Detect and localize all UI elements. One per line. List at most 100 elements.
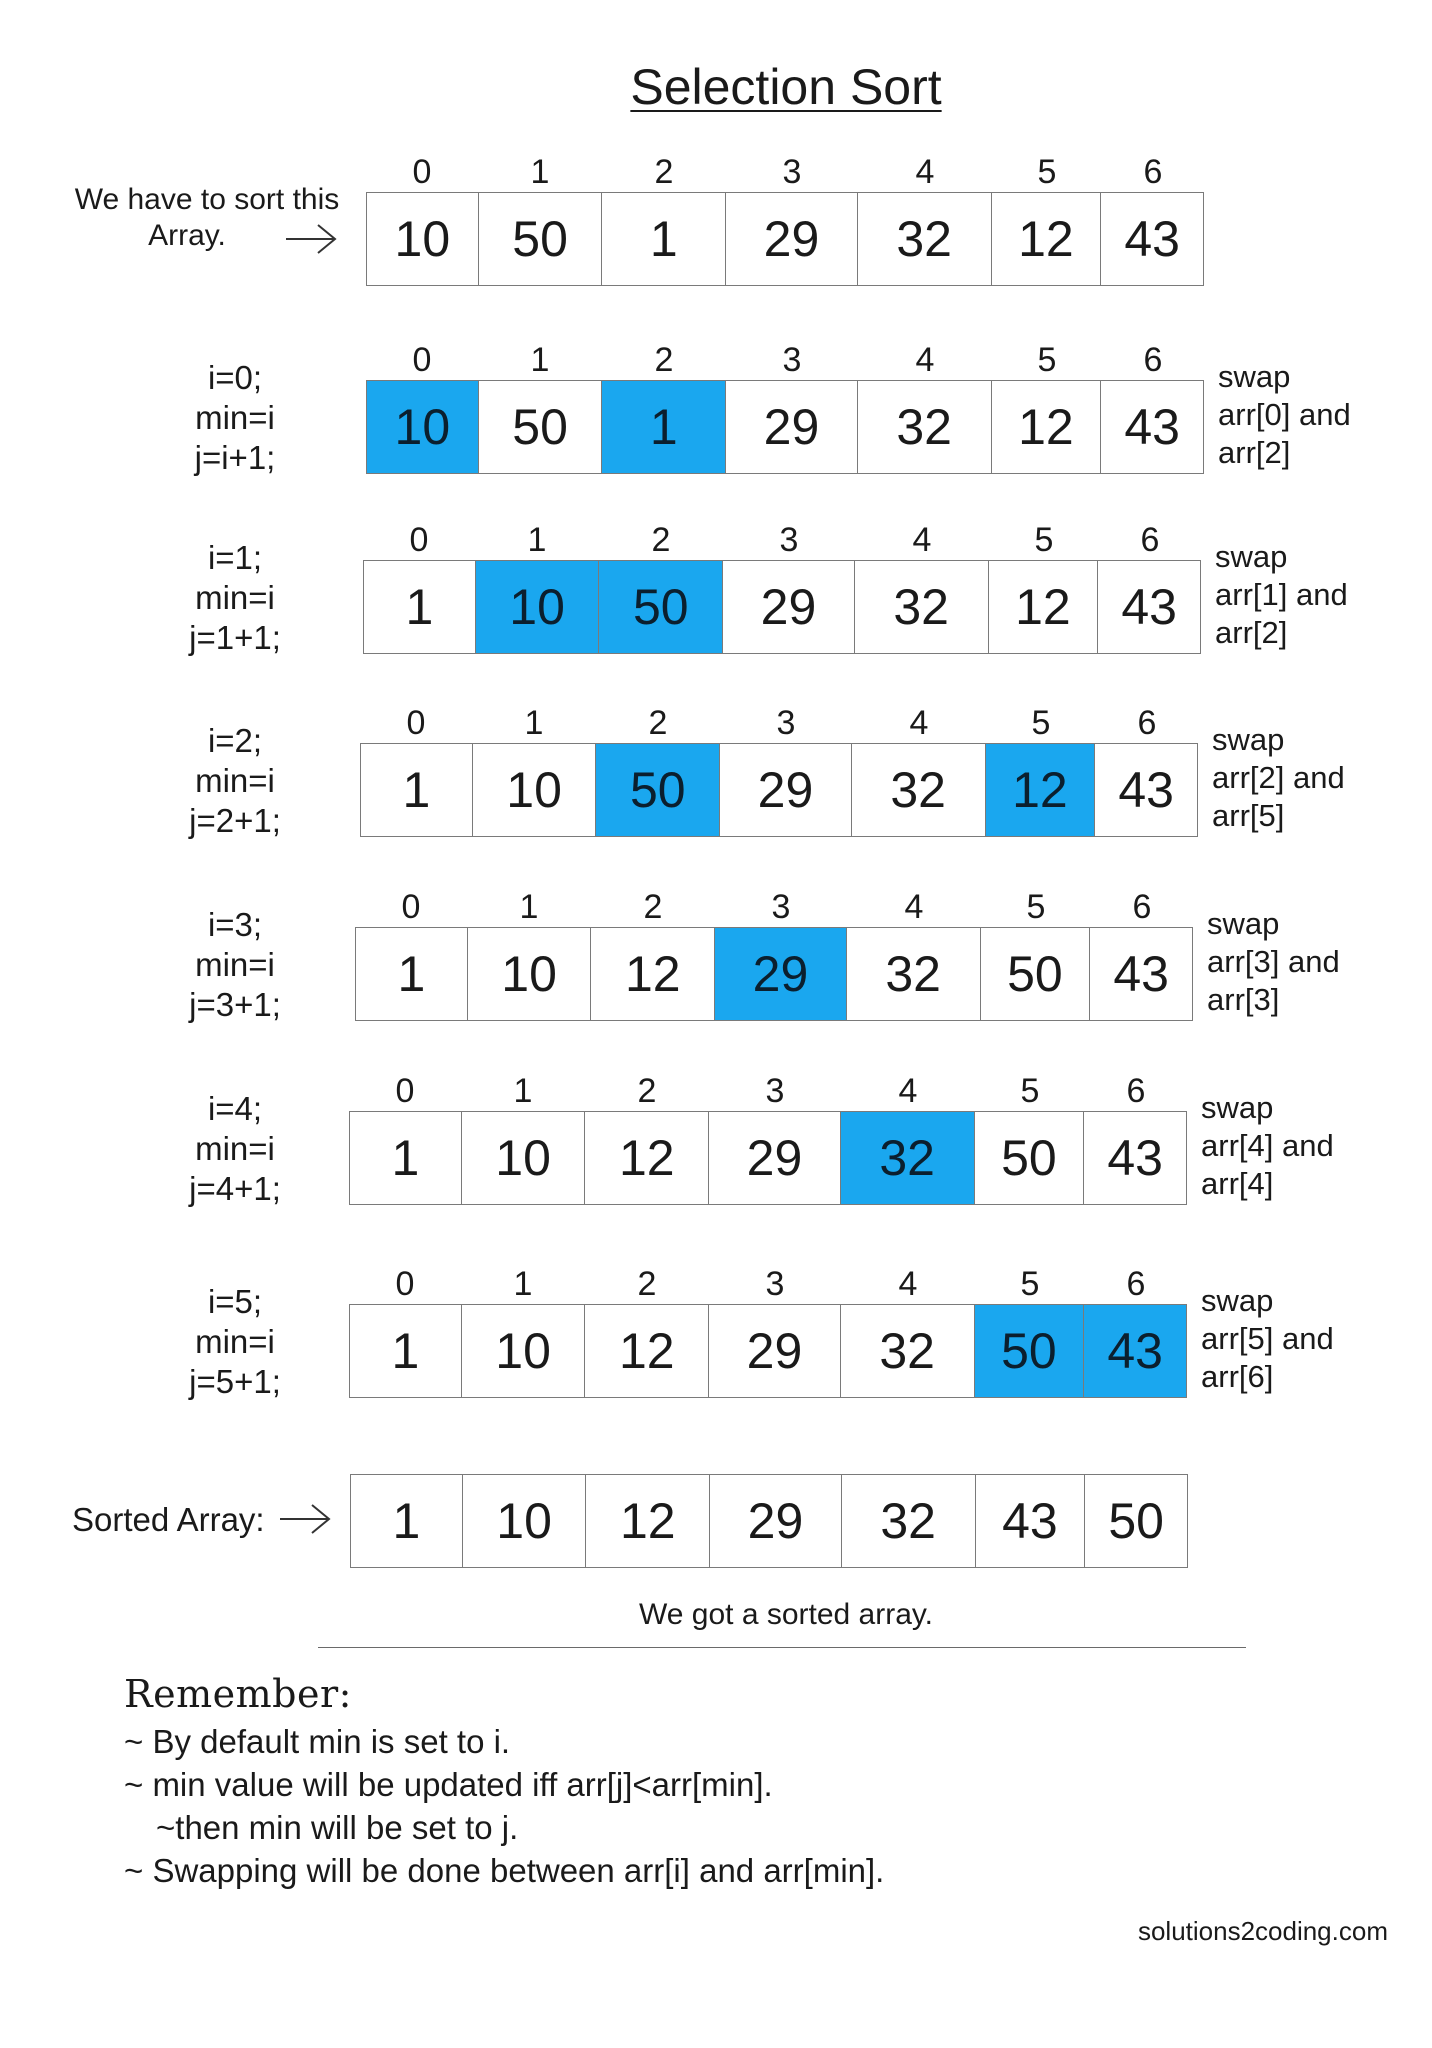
- index-label: 4: [898, 1265, 918, 1303]
- index-label: 3: [776, 704, 796, 742]
- array-cell: 50: [596, 744, 721, 836]
- index-label: 4: [915, 153, 935, 191]
- step-label: i=3; min=i j=3+1;: [170, 905, 300, 1025]
- step-label-line: i=5;: [207, 1283, 263, 1320]
- array-cell: 50: [981, 928, 1091, 1020]
- index-label: 0: [395, 1265, 415, 1303]
- step-label-line: i=0;: [207, 359, 263, 396]
- index-label: 2: [654, 153, 674, 191]
- step-label-line: i=1;: [207, 539, 263, 576]
- array-cell: 32: [842, 1475, 976, 1567]
- index-label: 0: [406, 704, 426, 742]
- step-row: i=2; min=i j=2+1; 0 1 2 3 4 5 6 1 10 50 29 32 12 43 swap a…: [0, 703, 1432, 843]
- sorted-label: Sorted Array:: [72, 1501, 265, 1538]
- array-cell: 1: [351, 1475, 463, 1567]
- step-label-line: min=i: [195, 1323, 275, 1360]
- step-label-line: min=i: [195, 399, 275, 436]
- array-cell: 10: [462, 1112, 586, 1204]
- index-label: 0: [409, 521, 429, 559]
- array-cell: 50: [975, 1112, 1085, 1204]
- step-row: i=0; min=i j=i+1; 0 1 2 3 4 5 6 10 50 1 29 32 12 43 swap a…: [0, 340, 1432, 480]
- array-cells: 10 50 1 29 32 12 43: [366, 192, 1204, 286]
- index-label: 2: [643, 888, 663, 926]
- swap-note-line: arr[1] and: [1215, 577, 1348, 612]
- swap-note-line: arr[2]: [1218, 435, 1291, 470]
- index-label: 5: [1031, 704, 1051, 742]
- array-cell: 29: [720, 744, 852, 836]
- step-label: i=4; min=i j=4+1;: [170, 1089, 300, 1209]
- array-cell: 12: [586, 1475, 711, 1567]
- swap-note-line: arr[5]: [1212, 798, 1285, 833]
- array-cell: 10: [462, 1305, 586, 1397]
- index-label: 0: [412, 341, 432, 379]
- array-cell: 1: [356, 928, 468, 1020]
- step-label-line: j=5+1;: [189, 1363, 281, 1400]
- step-label-line: min=i: [195, 579, 275, 616]
- step-row: i=1; min=i j=1+1; 0 1 2 3 4 5 6 1 10 50 29 32 12 43 swap a…: [0, 520, 1432, 660]
- array-cell: 12: [985, 744, 1096, 836]
- array-cells: 1 10 12 29 32 50 43: [349, 1304, 1187, 1398]
- index-row: 0 1 2 3 4 5 6: [363, 520, 1201, 560]
- swap-note-line: arr[5] and: [1201, 1321, 1334, 1356]
- array-cell: 12: [989, 561, 1099, 653]
- array-cell: 32: [847, 928, 981, 1020]
- right-arrow-icon: [286, 224, 337, 254]
- index-label: 3: [779, 521, 799, 559]
- array-cell: 1: [602, 193, 727, 285]
- array-cell: 1: [602, 381, 727, 473]
- index-row: 0 1 2 3 4 5 6: [366, 340, 1204, 380]
- array-cell: 10: [367, 193, 479, 285]
- swap-note: swap arr[5] and arr[6]: [1201, 1282, 1334, 1396]
- swap-note: swap arr[4] and arr[4]: [1201, 1089, 1334, 1203]
- step-label-line: j=3+1;: [189, 986, 281, 1023]
- array-cell: 32: [852, 744, 986, 836]
- index-label: 5: [1026, 888, 1046, 926]
- array-cell: 50: [974, 1305, 1085, 1397]
- step-label-line: i=4;: [207, 1090, 263, 1127]
- sorted-array-cells: 1 10 12 29 32 43 50: [350, 1474, 1188, 1568]
- swap-note: swap arr[0] and arr[2]: [1218, 358, 1351, 472]
- intro-label: We have to sort this Array.: [62, 182, 352, 254]
- remember-item: ~ min value will be updated iff arr[j]<a…: [124, 1766, 773, 1803]
- index-label: 4: [909, 704, 929, 742]
- index-label: 3: [782, 153, 802, 191]
- page-title: Selection Sort: [630, 59, 942, 115]
- index-label: 4: [912, 521, 932, 559]
- step-label-line: min=i: [195, 1130, 275, 1167]
- array-cell: 10: [473, 744, 597, 836]
- step-row: i=4; min=i j=4+1; 0 1 2 3 4 5 6 1 10 12 29 32 50 43 swap a…: [0, 1071, 1432, 1211]
- index-label: 1: [530, 341, 550, 379]
- index-row: 0 1 2 3 4 5 6: [355, 887, 1193, 927]
- swap-note-line: swap: [1215, 539, 1288, 574]
- sorted-row: Sorted Array: 1 10 12 29 32 43 50: [0, 1474, 1432, 1574]
- array-cell: 32: [840, 1112, 975, 1204]
- index-label: 1: [519, 888, 539, 926]
- array-cell: 43: [1124, 399, 1180, 455]
- array-cells: 1 10 12 29 32 50 43: [355, 927, 1193, 1021]
- swap-note-line: arr[2]: [1215, 615, 1288, 650]
- array-cells: 10 50 1 29 32 12 43: [366, 380, 1204, 474]
- index-label: 1: [513, 1072, 533, 1110]
- remember-item: ~ By default min is set to i.: [124, 1723, 511, 1760]
- index-label: 3: [765, 1265, 785, 1303]
- index-label: 6: [1137, 704, 1157, 742]
- array-cell: 10: [475, 561, 600, 653]
- index-row: 0 1 2 3 4 5 6: [349, 1264, 1187, 1304]
- swap-note-line: swap: [1201, 1283, 1274, 1318]
- array-cell: 43: [1124, 211, 1180, 267]
- index-label: 3: [765, 1072, 785, 1110]
- swap-note-line: arr[0] and: [1218, 397, 1351, 432]
- array-cell: 43: [1113, 946, 1169, 1002]
- index-row: 0 1 2 3 4 5 6: [366, 152, 1204, 192]
- array-cell: 32: [855, 561, 989, 653]
- step-label-line: min=i: [195, 762, 275, 799]
- index-label: 4: [915, 341, 935, 379]
- step-label-line: j=1+1;: [189, 619, 281, 656]
- step-row: i=3; min=i j=3+1; 0 1 2 3 4 5 6 1 10 12 29 32 50 43 swap a…: [0, 887, 1432, 1027]
- index-label: 6: [1126, 1072, 1146, 1110]
- array-cell: 29: [709, 1112, 841, 1204]
- swap-note-line: swap: [1218, 359, 1291, 394]
- array-cell: 12: [992, 381, 1102, 473]
- swap-note-line: swap: [1212, 722, 1285, 757]
